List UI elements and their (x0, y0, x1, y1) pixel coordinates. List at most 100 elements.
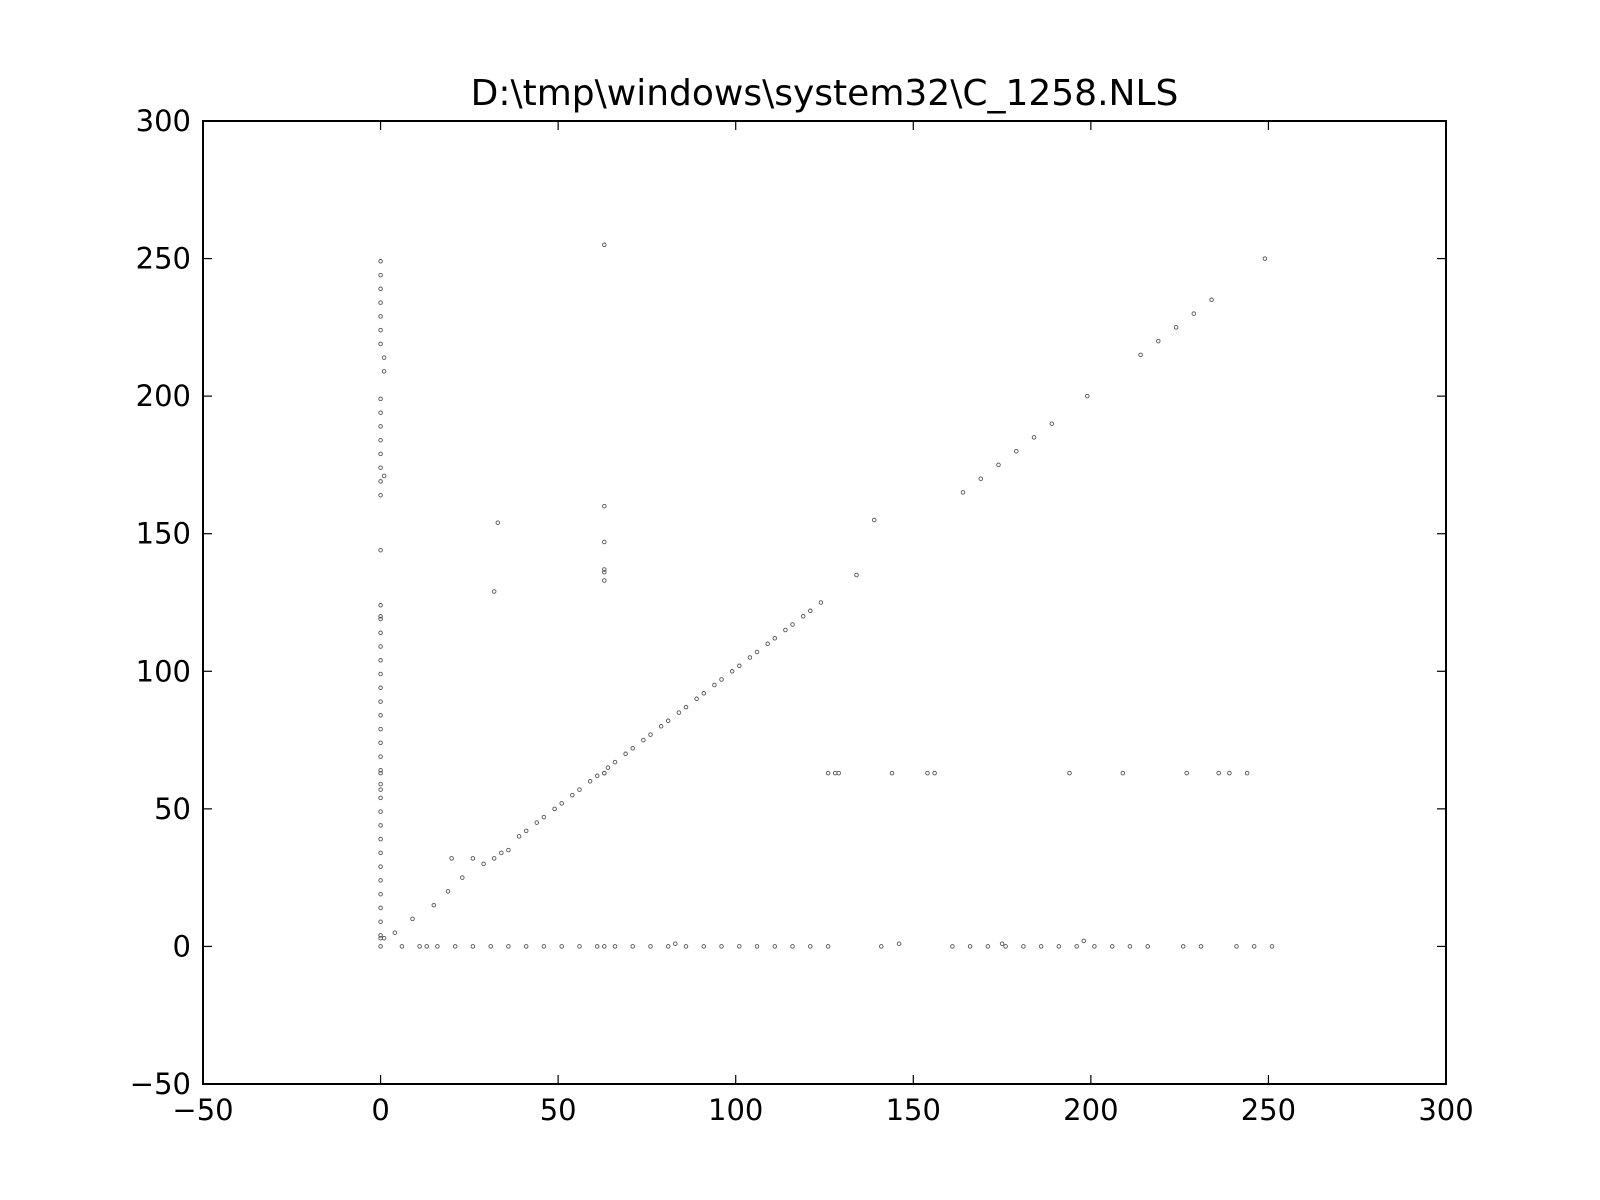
data-point (772, 636, 778, 641)
data-point (541, 944, 547, 949)
y-tick-label: 200 (136, 379, 191, 413)
data-point (452, 944, 458, 949)
data-point (378, 286, 383, 292)
data-point (665, 718, 671, 724)
y-tick-label: −50 (130, 1067, 191, 1101)
data-point (523, 828, 529, 834)
data-point (378, 479, 383, 484)
data-point (630, 944, 635, 949)
data-point (378, 671, 383, 677)
data-point (506, 944, 511, 949)
data-point (729, 669, 735, 674)
x-tick-label: 150 (886, 1093, 941, 1127)
data-point (1092, 944, 1097, 949)
x-tick-label: 250 (1241, 1093, 1296, 1127)
data-point (378, 891, 383, 897)
x-tick-label: 50 (540, 1093, 577, 1127)
data-point (378, 905, 383, 911)
data-point (417, 944, 422, 949)
data-point (719, 677, 724, 682)
data-point (825, 944, 831, 949)
data-point (577, 787, 582, 792)
data-point (825, 770, 831, 776)
data-point (378, 864, 383, 869)
data-point (612, 759, 618, 765)
data-point (602, 539, 607, 545)
y-tick-label: 50 (154, 792, 191, 826)
data-point (623, 751, 628, 757)
data-point (1269, 944, 1275, 949)
data-point (570, 792, 575, 798)
data-point (737, 663, 742, 669)
data-point (1085, 393, 1090, 399)
data-point (378, 603, 383, 608)
data-point (506, 847, 511, 853)
data-point (435, 944, 440, 949)
data-point (552, 806, 557, 812)
data-point (818, 600, 824, 605)
data-point (754, 649, 760, 655)
data-point (612, 944, 618, 949)
data-point (1056, 944, 1062, 949)
x-tick-label: 100 (708, 1093, 763, 1127)
data-point (378, 547, 383, 553)
data-points (378, 242, 1275, 949)
data-point (996, 462, 1001, 468)
data-point (630, 746, 635, 751)
data-point (1014, 448, 1019, 454)
data-point (378, 437, 383, 443)
data-point (378, 770, 383, 776)
y-tick-label: 100 (136, 654, 191, 688)
data-point (559, 944, 564, 949)
data-point (925, 770, 930, 776)
data-point (1120, 770, 1126, 776)
data-point (719, 944, 724, 949)
data-point (378, 300, 383, 305)
data-point (602, 242, 607, 248)
data-point (800, 614, 806, 619)
data-point (594, 944, 600, 949)
data-point (1049, 421, 1055, 426)
x-tick-label: 0 (371, 1093, 389, 1127)
data-point (1216, 770, 1221, 776)
data-point (1138, 352, 1143, 358)
data-point (999, 941, 1005, 946)
data-point (985, 944, 991, 949)
data-point (602, 503, 607, 509)
data-point (602, 569, 607, 575)
data-point (602, 770, 607, 776)
data-point (577, 944, 582, 949)
data-point (1021, 944, 1026, 949)
data-point (378, 944, 383, 949)
x-tick-label: −50 (172, 1093, 233, 1127)
data-point (378, 259, 383, 264)
data-point (378, 754, 383, 759)
data-point (1067, 770, 1072, 776)
data-point (712, 682, 717, 688)
data-point (378, 658, 383, 663)
data-point (967, 944, 973, 949)
data-point (378, 699, 383, 704)
data-point (1074, 944, 1079, 949)
y-tick-label: 300 (136, 104, 191, 138)
data-point (605, 765, 611, 770)
data-point (641, 737, 646, 743)
data-point (378, 850, 383, 856)
data-point (378, 795, 383, 801)
data-point (1180, 944, 1186, 949)
data-point (499, 850, 504, 856)
data-point (1227, 770, 1232, 776)
data-point (491, 856, 497, 861)
data-point (399, 944, 405, 949)
data-point (381, 369, 387, 374)
data-point (378, 823, 383, 828)
data-point (683, 944, 689, 949)
data-point (587, 779, 593, 784)
data-point (378, 314, 383, 319)
data-point (1191, 311, 1197, 316)
data-point (808, 944, 813, 949)
chart-title: D:\tmp\windows\system32\C_1258.NLS (471, 73, 1179, 114)
data-point (424, 944, 429, 949)
data-point (871, 517, 877, 523)
